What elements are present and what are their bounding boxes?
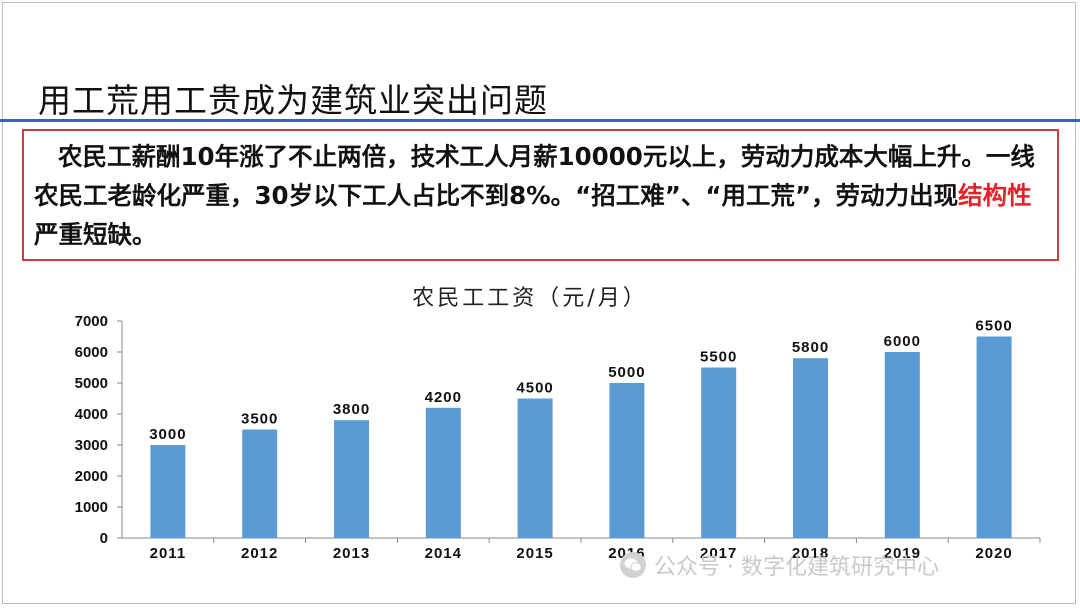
bar-2013 [334, 420, 369, 538]
slide-title: 用工荒用工贵成为建筑业突出问题 [38, 81, 548, 120]
x-tick-label: 2018 [792, 545, 829, 562]
data-label: 5500 [700, 349, 737, 366]
bar-2019 [884, 352, 920, 538]
callout-text-end: 严重短缺。 [34, 220, 157, 249]
y-tick-label: 6000 [75, 344, 108, 361]
data-label: 6500 [975, 318, 1012, 335]
bar-2012 [242, 429, 278, 538]
y-tick-label: 5000 [75, 375, 108, 392]
chart-title: 农民工工资（元/月） [412, 286, 647, 311]
wage-bar-chart: 农民工工资（元/月） 0 1000 2000 3000 4000 5000 6000 7000… [75, 286, 1041, 562]
callout-text-main: 农民工薪酬10年涨了不止两倍，技术工人月薪10000元以上，劳动力成本大幅上升。… [34, 142, 1035, 210]
x-tick-label: 2019 [884, 545, 921, 562]
data-label: 6000 [884, 333, 921, 350]
data-label: 4500 [516, 380, 553, 397]
y-tick-label: 2000 [75, 468, 108, 485]
callout-highlight: 结构性 [958, 181, 1032, 210]
data-label: 5800 [792, 339, 829, 356]
x-tick-label: 2014 [425, 545, 462, 562]
wechat-icon [620, 552, 646, 578]
x-tick-label: 2012 [241, 545, 278, 562]
data-label: 3800 [333, 401, 370, 418]
bar-2011 [150, 445, 186, 538]
data-label: 5000 [608, 364, 645, 381]
bar-series: 3000 3500 3800 4200 4500 5000 5500 5800 6000 6500 [149, 318, 1012, 538]
x-tick-label: 2020 [975, 545, 1012, 562]
bar-2017 [701, 367, 737, 538]
y-axis: 0 1000 2000 3000 4000 5000 6000 7000 [75, 313, 123, 547]
bar-2015 [517, 398, 553, 538]
watermark-text: 公众号 · 数字化建筑研究中心 [654, 555, 939, 580]
bar-2016 [609, 383, 645, 538]
bar-2018 [793, 358, 828, 538]
y-tick-label: 1000 [75, 499, 108, 516]
title-underline [0, 119, 1080, 122]
y-tick-label: 0 [100, 530, 108, 547]
bar-2020 [976, 336, 1012, 538]
data-label: 3500 [241, 411, 278, 428]
bar-2014 [425, 407, 461, 538]
y-tick-label: 3000 [75, 437, 108, 454]
data-label: 3000 [149, 426, 186, 443]
data-label: 4200 [425, 389, 462, 406]
y-tick-label: 4000 [75, 406, 108, 423]
x-tick-label: 2015 [516, 545, 553, 562]
callout-box: 农民工薪酬10年涨了不止两倍，技术工人月薪10000元以上，劳动力成本大幅上升。… [22, 129, 1059, 261]
x-tick-label: 2017 [700, 545, 737, 562]
x-tick-label: 2013 [333, 545, 370, 562]
x-tick-label: 2011 [150, 545, 187, 562]
callout-text: 农民工薪酬10年涨了不止两倍，技术工人月薪10000元以上，劳动力成本大幅上升。… [34, 137, 1047, 254]
y-tick-label: 7000 [75, 313, 108, 330]
watermark: 公众号 · 数字化建筑研究中心 [620, 549, 939, 581]
